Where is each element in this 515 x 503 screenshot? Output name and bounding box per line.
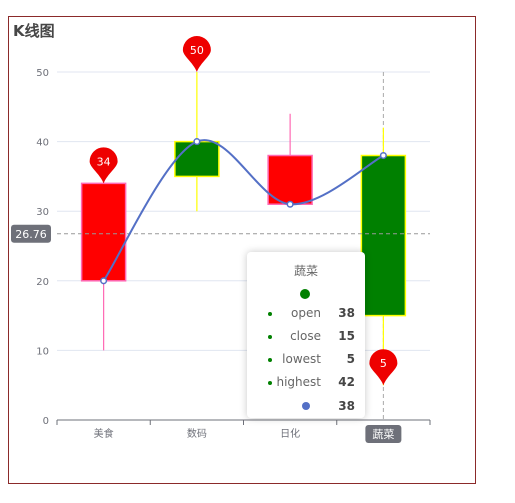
axis-pointer-label-bg [365,425,402,443]
tooltip-value: 15 [338,329,355,343]
line-point [286,200,294,208]
tooltip-row-lowest: lowest 5 [247,351,365,369]
tooltip-label: close [290,329,321,343]
tooltip-row-close: close 15 [247,328,365,346]
mark-point-pin [369,349,398,386]
y-tick-label: 10 [36,346,49,357]
tooltip-row-line: 38 [247,398,365,416]
bullet-icon [268,358,272,362]
tooltip-row-open: open 38 [247,305,365,323]
line-point [100,277,108,285]
mark-point-pin [89,147,118,184]
tooltip-row-highest: highest 42 [247,374,365,392]
mark-line-label: 26.76 [15,228,47,241]
tooltip-label: highest [276,375,321,389]
tooltip-value: 42 [338,375,355,389]
tooltip: 蔬菜 open 38 close 15 lowest 5 highest 42 … [247,252,365,418]
y-tick-label: 30 [36,207,49,218]
y-tick-label: 0 [43,416,49,427]
y-tick-label: 50 [36,68,49,79]
mark-point-label: 34 [97,155,111,168]
line-point [193,138,201,146]
candle-body [267,154,313,205]
candle-body [174,140,220,178]
x-tick-label: 数码 [187,427,207,440]
mark-point-label: 50 [190,44,204,57]
y-tick-label: 40 [36,138,49,149]
tooltip-value: 38 [338,399,355,413]
candle-body [80,182,127,282]
bullet-icon [268,335,272,339]
tooltip-label: open [291,306,321,320]
line-series [102,139,384,282]
line-point [379,151,387,160]
bullet-icon [268,381,272,385]
tooltip-series-marker [300,289,310,299]
mark-line-label-bg [11,224,51,243]
mark-point-label: 5 [380,357,387,370]
chart-title: K线图 [13,22,55,40]
y-tick-label: 20 [36,277,49,288]
tooltip-value: 38 [338,306,355,320]
mark-point-pin [182,36,211,72]
line-series-marker [302,402,310,410]
x-tick-label: 蔬菜 [372,428,394,441]
x-tick-label: 日化 [280,427,300,440]
x-tick-label: 美食 [94,427,114,440]
candle-body [360,154,407,317]
tooltip-label: lowest [282,352,321,366]
bullet-icon [268,312,272,316]
tooltip-title: 蔬菜 [293,264,318,278]
tooltip-value: 5 [346,352,355,366]
